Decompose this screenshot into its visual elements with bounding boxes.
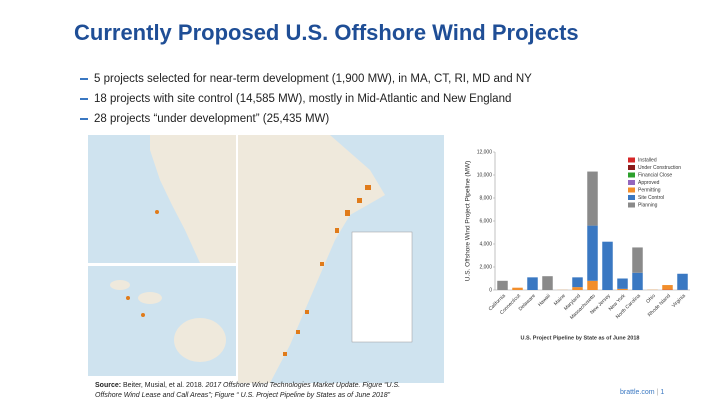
legend-label: Under Construction [638, 165, 681, 171]
bar-segment [662, 285, 673, 290]
legend-swatch [628, 172, 635, 178]
footer-site: brattle.com [620, 389, 655, 396]
bar-segment [632, 247, 643, 273]
bar-segment [527, 277, 538, 290]
y-tick-label: 2,000 [479, 264, 492, 270]
y-tick-label: 10,000 [477, 172, 493, 178]
wind-area [155, 210, 159, 214]
y-tick-label: 12,000 [477, 149, 493, 155]
bar-segment [617, 278, 628, 289]
land [110, 280, 130, 290]
land [138, 292, 162, 304]
land [150, 135, 236, 263]
y-axis-label: U.S. Offshore Wind Project Pipeline (MW) [465, 161, 472, 282]
y-tick-label: 0 [489, 287, 492, 293]
wind-area [126, 296, 130, 300]
bar-segment [497, 280, 508, 290]
source-italic: 2017 Offshore Wind Technologies Market U… [95, 382, 401, 399]
chart-title: U.S. Project Pipeline by State as of Jun… [521, 335, 640, 341]
bullet: 18 projects with site control (14,585 MW… [80, 93, 511, 105]
legend-swatch [628, 157, 635, 163]
footer: brattle.com | 1 [620, 389, 664, 396]
legend-label: Planning [638, 202, 658, 208]
map-legend [351, 231, 413, 343]
page-number: 1 [660, 389, 665, 396]
source-label: Source: [95, 382, 122, 389]
bar-segment [587, 225, 598, 281]
legend-swatch [628, 195, 635, 200]
legend-swatch [628, 187, 635, 193]
legend-label: Site Control [638, 195, 664, 201]
y-tick-label: 8,000 [479, 195, 492, 201]
legend-swatch [628, 180, 635, 185]
slide-title: Currently Proposed U.S. Offshore Wind Pr… [74, 20, 579, 45]
bar-segment [587, 171, 598, 226]
bar-segment [542, 276, 553, 290]
x-tick-label: Ohio [645, 293, 657, 305]
map-hawaii [88, 266, 236, 376]
bar-segment [632, 272, 643, 290]
bullet: 28 projects “under development” (25,435 … [80, 113, 329, 125]
legend-label: Permitting [638, 187, 661, 193]
bar-segment [512, 287, 523, 290]
y-tick-label: 6,000 [479, 218, 492, 224]
land [174, 318, 226, 362]
bar-segment [617, 288, 628, 290]
bullet-text: 28 projects “under development” (25,435 … [94, 113, 330, 125]
legend-swatch [628, 202, 635, 208]
bar-segment [587, 280, 598, 290]
source-text: Beiter, Musial, et al. 2018. [123, 382, 204, 389]
legend-label: Installed [638, 157, 657, 163]
source: Source: Beiter, Musial, et al. 2018. 201… [95, 381, 425, 401]
y-tick-label: 4,000 [479, 241, 492, 247]
wind-areas [283, 185, 371, 356]
bar-segment [677, 273, 688, 290]
wind-area [141, 313, 145, 317]
land [238, 135, 385, 383]
separator: | [656, 389, 659, 396]
bullet: 5 projects selected for near-term develo… [80, 73, 532, 85]
bar-segment [602, 241, 613, 290]
legend-swatch [628, 165, 635, 170]
chart-panel [455, 142, 700, 352]
bullet-text: 18 projects with site control (14,585 MW… [94, 93, 512, 105]
bullet-text: 5 projects selected for near-term develo… [94, 73, 532, 85]
legend-label: Financial Close [638, 172, 672, 178]
bar-segment [572, 277, 583, 288]
bar-segment [572, 287, 583, 290]
legend-label: Approved [638, 180, 660, 186]
